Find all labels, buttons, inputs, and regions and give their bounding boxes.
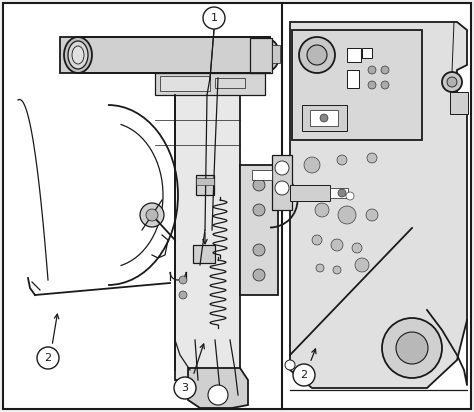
Circle shape [333, 266, 341, 274]
Circle shape [381, 81, 389, 89]
Circle shape [338, 206, 356, 224]
Text: 3: 3 [182, 383, 189, 393]
Circle shape [447, 77, 457, 87]
Bar [193, 245, 215, 263]
Bar [252, 170, 272, 180]
Bar [302, 105, 347, 131]
Circle shape [315, 203, 329, 217]
Polygon shape [188, 368, 248, 408]
Ellipse shape [261, 40, 279, 70]
Circle shape [368, 81, 376, 89]
Bar [292, 30, 422, 140]
Circle shape [368, 66, 376, 74]
Bar [175, 90, 240, 380]
Circle shape [275, 181, 289, 195]
Circle shape [381, 66, 389, 74]
Bar [450, 92, 468, 114]
Circle shape [285, 360, 295, 370]
Circle shape [299, 37, 335, 73]
Circle shape [367, 153, 377, 163]
Circle shape [352, 243, 362, 253]
Bar [362, 48, 372, 58]
Circle shape [253, 244, 265, 256]
Bar [196, 178, 214, 185]
Ellipse shape [64, 37, 92, 73]
Bar [155, 73, 265, 95]
Circle shape [346, 192, 354, 200]
Ellipse shape [68, 41, 88, 69]
Bar [272, 45, 280, 63]
Circle shape [396, 332, 428, 364]
Circle shape [442, 72, 462, 92]
Circle shape [179, 276, 187, 284]
Bar [347, 70, 359, 88]
Circle shape [146, 209, 158, 221]
Circle shape [208, 385, 228, 405]
Circle shape [275, 161, 289, 175]
Bar [60, 37, 270, 73]
Circle shape [320, 114, 328, 122]
Bar [347, 48, 361, 62]
Circle shape [37, 347, 59, 369]
Bar [310, 110, 338, 126]
Bar [196, 175, 214, 195]
Circle shape [355, 258, 369, 272]
Circle shape [140, 203, 164, 227]
Circle shape [307, 45, 327, 65]
Text: 2: 2 [301, 370, 308, 380]
Circle shape [382, 318, 442, 378]
Circle shape [366, 209, 378, 221]
Bar [215, 78, 245, 88]
Bar [290, 185, 330, 201]
Circle shape [338, 189, 346, 197]
Circle shape [304, 157, 320, 173]
Text: 1: 1 [210, 13, 218, 23]
Circle shape [312, 235, 322, 245]
Polygon shape [290, 22, 467, 388]
Bar [330, 188, 348, 198]
Circle shape [331, 239, 343, 251]
Circle shape [179, 291, 187, 299]
Circle shape [203, 7, 225, 29]
Bar [240, 165, 278, 295]
Ellipse shape [72, 46, 84, 64]
Circle shape [253, 269, 265, 281]
Circle shape [174, 377, 196, 399]
Bar [272, 155, 292, 210]
Circle shape [253, 204, 265, 216]
Bar [160, 76, 210, 91]
Bar [250, 38, 272, 73]
Circle shape [316, 264, 324, 272]
Text: 2: 2 [45, 353, 52, 363]
Circle shape [293, 364, 315, 386]
Circle shape [337, 155, 347, 165]
Circle shape [253, 179, 265, 191]
